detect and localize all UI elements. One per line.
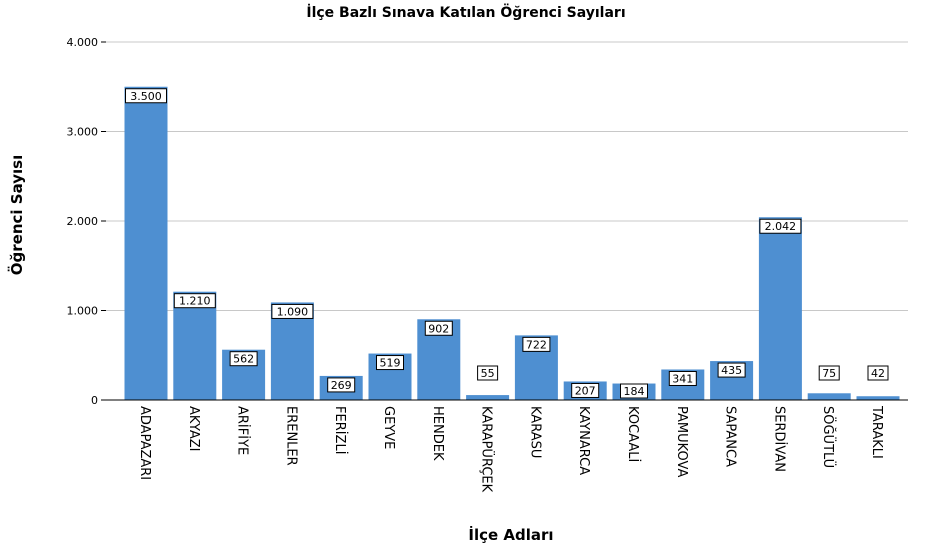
- data-label: 562: [229, 351, 258, 367]
- y-tick-label: 3.000: [67, 126, 99, 139]
- y-tick-label: 4.000: [67, 36, 99, 49]
- data-label-text: 207: [575, 384, 596, 397]
- data-label-box: [717, 362, 746, 378]
- data-label-text: 75: [822, 367, 836, 380]
- data-label: 902: [424, 320, 453, 336]
- data-label-box: [376, 355, 404, 371]
- data-label: 341: [668, 370, 697, 386]
- x-tick-label: SERDİVAN: [771, 406, 787, 472]
- data-label-text: 2.042: [765, 220, 797, 233]
- data-label: 1.090: [271, 303, 314, 319]
- data-label: 42: [867, 365, 889, 381]
- data-label: 722: [522, 336, 551, 352]
- bar: [466, 395, 510, 400]
- x-tick-label: AKYAZI: [186, 406, 201, 452]
- y-tick-label: 1.000: [67, 305, 99, 318]
- chart-title: İlçe Bazlı Sınava Katılan Öğrenci Sayıla…: [306, 3, 625, 21]
- x-axis-title: İlçe Adları: [468, 525, 553, 544]
- bar: [173, 291, 217, 400]
- data-label-text: 269: [331, 379, 352, 392]
- data-label-text: 42: [871, 367, 885, 380]
- x-tick-label: SAPANCA: [723, 406, 738, 467]
- data-label-box: [522, 336, 551, 352]
- data-label-text: 1.090: [277, 305, 309, 318]
- data-label-text: 519: [380, 357, 401, 370]
- y-axis-title: Öğrenci Sayısı: [7, 155, 26, 275]
- y-tick-label: 2.000: [67, 215, 99, 228]
- x-tick-label: ARİFİYE: [235, 406, 251, 455]
- bar: [124, 86, 168, 400]
- x-tick-label: KARASU: [527, 406, 542, 458]
- data-label-text: 55: [481, 367, 495, 380]
- bar: [856, 396, 900, 400]
- x-tick-label: HENDEK: [430, 406, 445, 461]
- data-label: 1.210: [173, 293, 216, 309]
- data-label: 269: [327, 377, 356, 393]
- y-axis-ticks: 0 1.000 2.000 3.000 4.000: [67, 36, 106, 407]
- x-tick-label: TARAKLI: [869, 405, 884, 459]
- bar: [758, 217, 802, 400]
- data-label-box: [620, 383, 648, 399]
- data-label: 3.500: [125, 88, 167, 104]
- data-label-text: 341: [672, 372, 693, 385]
- data-label-text: 435: [721, 364, 742, 377]
- data-label-text: 902: [428, 322, 449, 335]
- data-label-box: [327, 377, 356, 393]
- x-tick-label: KAYNARCA: [576, 406, 591, 475]
- data-label-text: 3.500: [130, 90, 162, 103]
- data-label-box: [229, 351, 258, 367]
- data-label-box: [759, 218, 802, 234]
- data-labels: 3.500 1.210 562 1.090 269 519 902 55 722 207 184 34…: [125, 88, 889, 399]
- data-label-box: [125, 88, 167, 104]
- y-tick-label: 0: [91, 394, 98, 407]
- data-label-box: [424, 320, 453, 336]
- x-tick-label: KARAPÜRÇEK: [479, 406, 496, 493]
- data-label: 75: [818, 365, 840, 381]
- bar: [807, 393, 851, 400]
- data-label-box: [477, 365, 499, 381]
- data-label-text: 184: [624, 385, 645, 398]
- x-tick-label: SÖĞÜTLÜ: [820, 406, 837, 468]
- data-label-text: 1.210: [179, 295, 211, 308]
- data-label: 2.042: [759, 218, 802, 234]
- x-tick-label: PAMUKOVA: [674, 406, 689, 478]
- x-tick-label: ADAPAZARI: [137, 406, 152, 480]
- x-tick-label: FERİZLİ: [332, 406, 348, 455]
- data-label-box: [867, 365, 889, 381]
- data-label: 519: [376, 355, 404, 371]
- x-tick-label: KOCAALİ: [625, 406, 641, 462]
- data-label-text: 562: [233, 353, 254, 366]
- data-label: 207: [571, 382, 600, 398]
- data-label-box: [668, 370, 697, 386]
- data-label-text: 722: [526, 338, 547, 351]
- data-label: 435: [717, 362, 746, 378]
- data-label-box: [571, 382, 600, 398]
- data-label-box: [271, 303, 314, 319]
- data-label: 55: [477, 365, 499, 381]
- data-label-box: [818, 365, 840, 381]
- x-tick-label: GEYVE: [381, 406, 396, 449]
- x-tick-label: ERENLER: [283, 406, 298, 466]
- data-label: 184: [620, 383, 648, 399]
- x-axis-category-labels: ADAPAZARI AKYAZI ARİFİYE ERENLER FERİZLİ GEYV…: [137, 405, 884, 493]
- data-label-box: [173, 293, 216, 309]
